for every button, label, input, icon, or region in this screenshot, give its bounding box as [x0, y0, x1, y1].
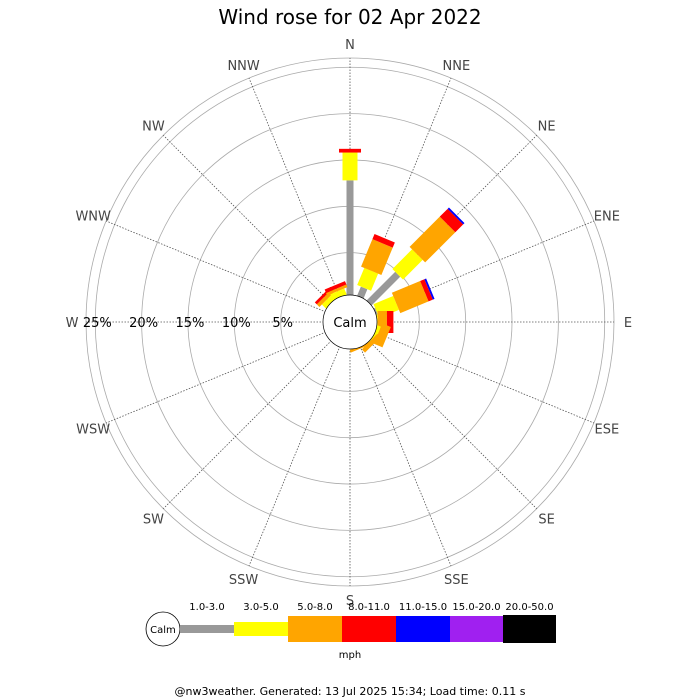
- bar-ese-bin-2: [373, 323, 391, 348]
- legend-label-3: 8.0-11.0: [348, 602, 390, 613]
- calm-circle: [322, 294, 378, 350]
- bar-n-bin-0: [346, 180, 354, 299]
- spoke-sse: [358, 343, 452, 567]
- legend-label-5: 15.0-20.0: [452, 602, 500, 613]
- bar-ene-bin-3: [420, 279, 433, 302]
- bar-nnw-bin-3: [324, 281, 347, 293]
- direction-label-w: W: [66, 316, 79, 331]
- legend-swatch-4: [396, 616, 450, 642]
- bar-nne-bin-1: [357, 267, 379, 291]
- direction-label-n: N: [345, 38, 355, 53]
- bar-nne-bin-3: [372, 234, 395, 248]
- direction-label-ese: ESE: [594, 422, 619, 437]
- grid-ring-20: [141, 113, 559, 531]
- spoke-ese: [371, 330, 595, 424]
- ring-label-20: 20%: [129, 316, 158, 331]
- direction-label-s: S: [346, 594, 354, 609]
- legend-swatch-2: [288, 616, 342, 642]
- ring-label-25: 25%: [83, 316, 112, 331]
- direction-label-se: SE: [538, 513, 554, 528]
- legend-swatch-6: [503, 615, 556, 643]
- direction-label-nnw: NNW: [227, 59, 259, 74]
- bar-nnw-bin-2: [326, 284, 348, 296]
- bar-ene-bin-2: [391, 281, 429, 314]
- bar-ne-bin-3: [439, 208, 464, 233]
- legend-swatch-1: [234, 622, 288, 636]
- bar-nne-bin-2: [361, 239, 393, 275]
- bar-n-bin-1: [342, 152, 358, 181]
- speed-legend: Calm mph 1.0-3.0 3.0-5.0 5.0-8.0 8.0-11.0 11…: [145, 602, 556, 661]
- spoke-sw: [163, 337, 335, 509]
- direction-label-nw: NW: [142, 119, 165, 134]
- direction-label-wnw: WNW: [75, 210, 111, 225]
- spoke-se: [365, 337, 537, 509]
- legend-label-4: 11.0-15.0: [399, 602, 447, 613]
- direction-label-sw: SW: [143, 513, 164, 528]
- ring-label-10: 10%: [222, 316, 251, 331]
- ring-label-5: 5%: [272, 316, 293, 331]
- calm-label: Calm: [333, 316, 366, 331]
- legend-calm-label: Calm: [150, 625, 176, 636]
- legend-unit: mph: [339, 650, 361, 661]
- direction-label-ne: NE: [538, 119, 556, 134]
- spoke-ssw: [248, 343, 342, 567]
- bar-ne-bin-4: [447, 207, 465, 225]
- bar-ne-bin-1: [392, 249, 423, 280]
- footer-text: @nw3weather. Generated: 13 Jul 2025 15:3…: [175, 685, 526, 698]
- direction-labels: N NNE NE ENE E ESE SE SSE S SSW SW WSW W WNW NW NNW: [66, 38, 633, 609]
- legend-label-1: 3.0-5.0: [243, 602, 278, 613]
- spoke-wnw: [105, 220, 329, 314]
- direction-label-ene: ENE: [594, 210, 620, 225]
- legend-swatch-0: [180, 625, 234, 633]
- legend-label-6: 20.0-50.0: [505, 602, 553, 613]
- spoke-nnw: [248, 77, 342, 301]
- spoke-nw: [163, 135, 335, 307]
- bar-n-bin-3: [339, 148, 361, 153]
- bar-se-bin-2: [361, 333, 381, 353]
- legend-label-2: 5.0-8.0: [297, 602, 332, 613]
- ring-labels: 25% 20% 15% 10% 5%: [83, 316, 293, 331]
- spoke-wsw: [105, 330, 329, 424]
- wind-bars: [314, 148, 465, 353]
- bar-ne-bin-2: [409, 216, 456, 263]
- direction-label-sse: SSE: [444, 573, 469, 588]
- bar-ene-bin-4: [424, 278, 435, 300]
- legend-swatch-5: [450, 616, 503, 642]
- bar-nnw-bin-1: [330, 288, 347, 301]
- ring-label-15: 15%: [176, 316, 205, 331]
- bar-ne-bin-0: [363, 271, 401, 309]
- direction-label-nne: NNE: [443, 59, 471, 74]
- calm-center: Calm: [322, 294, 378, 350]
- legend-swatch-3: [342, 616, 396, 642]
- legend-label-0: 1.0-3.0: [189, 602, 224, 613]
- direction-label-e: E: [624, 316, 632, 331]
- direction-label-ssw: SSW: [229, 573, 259, 588]
- direction-label-wsw: WSW: [76, 422, 110, 437]
- chart-title: Wind rose for 02 Apr 2022: [218, 5, 481, 29]
